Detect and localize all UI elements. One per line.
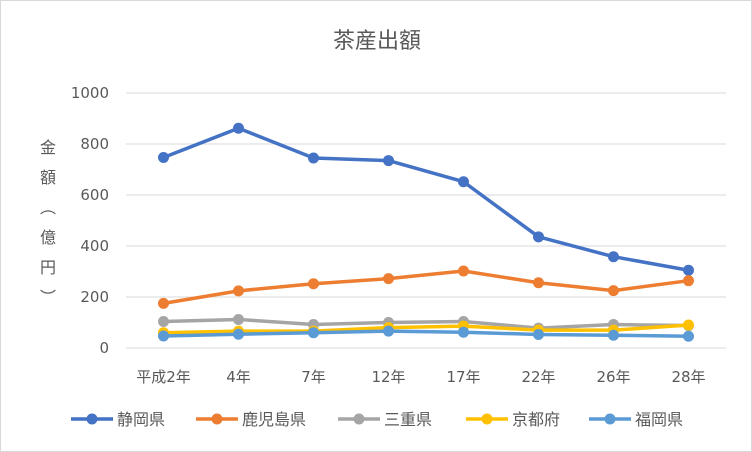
legend-swatch-marker [353,413,365,425]
legend-swatch-marker [604,413,616,425]
x-tick-label: 17年 [446,368,480,386]
data-point [158,297,169,309]
y-axis-label-char: ︵ [40,198,56,217]
data-point [458,326,469,338]
data-point [158,330,169,342]
data-point [308,278,319,290]
legend-item: 三重県 [338,410,432,429]
data-point [533,277,544,289]
y-tick-label: 800 [80,135,109,153]
series-4 [158,325,694,342]
y-axis-label-char: 億 [40,228,56,247]
legend: 静岡県 鹿児島県 三重県 京都府 福岡県 [71,410,683,429]
legend-swatch-marker [86,413,98,425]
y-axis-ticks: 0 200 400 600 800 1000 [71,84,109,357]
x-tick-label: 4年 [226,368,251,386]
data-point [683,275,694,287]
legend-label: 静岡県 [117,410,165,429]
data-point [158,315,169,327]
legend-item: 京都府 [466,410,560,429]
series-line [161,329,691,339]
data-point [608,285,619,297]
data-point [308,327,319,339]
series-1 [158,265,694,309]
data-point [233,328,244,340]
data-point [533,231,544,243]
x-tick-label: 26年 [596,368,630,386]
data-point [608,329,619,341]
legend-label: 鹿児島県 [242,410,306,429]
data-point [533,328,544,340]
data-point [308,152,319,164]
series-line [161,269,691,306]
data-point [608,251,619,263]
data-point [383,325,394,337]
x-tick-label: 7年 [301,368,326,386]
data-point [233,285,244,297]
y-tick-label: 200 [80,288,109,306]
series-line [161,317,691,330]
y-axis-label-char: 金 [40,138,56,157]
legend-item: 鹿児島県 [196,410,306,429]
y-axis-label: 金額 ︵ 億円 ︶ [40,138,56,307]
data-point [683,264,694,276]
series-line [161,323,691,335]
x-tick-label: 12年 [371,368,405,386]
data-point [383,155,394,167]
series-0 [158,122,694,276]
legend-label: 三重県 [384,410,432,429]
legend-item: 福岡県 [589,410,683,429]
series-group [158,122,694,342]
data-point [158,152,169,164]
y-tick-label: 0 [99,339,109,357]
grid-lines [126,92,726,349]
series-line [161,126,691,272]
data-point [233,313,244,325]
legend-swatch-marker [211,413,223,425]
data-point [458,265,469,277]
data-point [458,176,469,188]
x-tick-label: 28年 [671,368,705,386]
data-point [683,330,694,342]
data-point [383,273,394,285]
y-tick-label: 600 [80,186,109,204]
chart-title: 茶産出額 [333,29,421,54]
legend-label: 京都府 [512,410,560,429]
x-tick-label: 平成2年 [136,368,191,386]
legend-swatch-marker [481,413,493,425]
y-axis-label-char: 額 [40,168,56,187]
data-point [683,319,694,331]
data-point [233,122,244,134]
x-axis-ticks: 平成2年 4年 7年 12年 17年 22年 26年 28年 [136,368,705,386]
y-tick-label: 400 [80,237,109,255]
y-axis-label-char: 円 [40,258,56,277]
x-tick-label: 22年 [521,368,555,386]
y-tick-label: 1000 [71,84,109,102]
y-axis-label-char: ︶ [40,288,56,307]
legend-label: 福岡県 [635,410,683,429]
legend-item: 静岡県 [71,410,165,429]
